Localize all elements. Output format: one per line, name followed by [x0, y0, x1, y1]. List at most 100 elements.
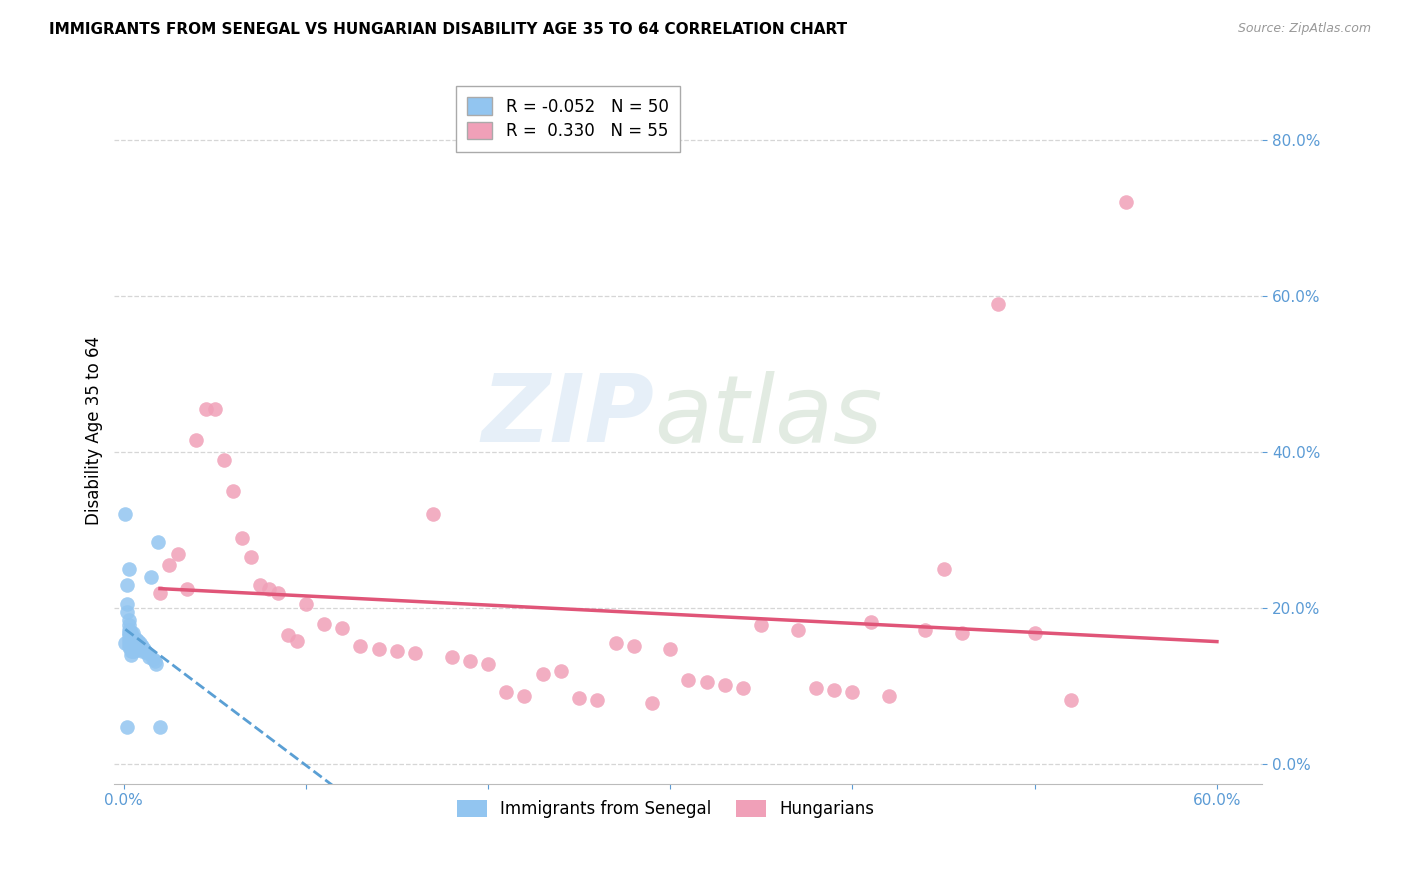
Point [118, 562, 141, 576]
Point [714, 678, 737, 692]
Point [659, 641, 682, 656]
Point [950, 626, 973, 640]
Point [145, 657, 167, 672]
Point [125, 636, 148, 650]
Point [118, 628, 141, 642]
Point [267, 585, 290, 599]
Point [586, 693, 609, 707]
Y-axis label: Disability Age 35 to 64: Disability Age 35 to 64 [86, 336, 103, 525]
Point [143, 654, 166, 668]
Point [115, 597, 138, 611]
Point [733, 681, 755, 695]
Point [118, 636, 141, 650]
Point [124, 632, 146, 647]
Point [120, 636, 142, 650]
Point [118, 623, 141, 637]
Point [120, 624, 142, 639]
Point [114, 636, 136, 650]
Point [458, 654, 481, 668]
Point [749, 618, 772, 632]
Point [678, 673, 700, 687]
Point [125, 632, 148, 647]
Point [138, 649, 160, 664]
Point [330, 621, 353, 635]
Point [294, 597, 316, 611]
Point [914, 623, 936, 637]
Point [121, 644, 143, 658]
Text: ZIP: ZIP [481, 370, 654, 462]
Point [422, 508, 444, 522]
Point [118, 618, 141, 632]
Point [605, 636, 627, 650]
Point [513, 689, 536, 703]
Point [786, 623, 808, 637]
Point [142, 652, 165, 666]
Point [157, 558, 180, 573]
Point [120, 628, 142, 642]
Point [115, 605, 138, 619]
Point [440, 649, 463, 664]
Point [121, 626, 143, 640]
Point [231, 531, 253, 545]
Point [385, 644, 408, 658]
Point [531, 667, 554, 681]
Point [131, 639, 153, 653]
Point [121, 640, 143, 655]
Point [987, 297, 1010, 311]
Text: IMMIGRANTS FROM SENEGAL VS HUNGARIAN DISABILITY AGE 35 TO 64 CORRELATION CHART: IMMIGRANTS FROM SENEGAL VS HUNGARIAN DIS… [49, 22, 848, 37]
Point [124, 644, 146, 658]
Point [859, 615, 882, 630]
Point [149, 720, 172, 734]
Point [114, 508, 136, 522]
Point [149, 585, 172, 599]
Point [222, 484, 245, 499]
Point [131, 644, 153, 658]
Point [932, 562, 955, 576]
Point [127, 639, 149, 653]
Point [277, 628, 299, 642]
Point [1115, 195, 1137, 210]
Point [167, 547, 190, 561]
Point [129, 636, 152, 650]
Point [139, 570, 162, 584]
Point [477, 657, 499, 672]
Point [696, 675, 718, 690]
Point [212, 453, 235, 467]
Point [804, 681, 827, 695]
Point [1060, 693, 1083, 707]
Point [120, 632, 142, 647]
Point [568, 690, 591, 705]
Point [877, 689, 900, 703]
Point [118, 613, 141, 627]
Point [115, 578, 138, 592]
Point [367, 641, 389, 656]
Point [118, 640, 141, 655]
Point [129, 641, 152, 656]
Point [124, 640, 146, 655]
Point [249, 578, 271, 592]
Point [176, 582, 198, 596]
Point [404, 647, 426, 661]
Point [194, 402, 217, 417]
Point [204, 402, 226, 417]
Point [136, 647, 159, 661]
Point [125, 640, 148, 655]
Point [118, 632, 141, 647]
Point [259, 582, 281, 596]
Point [120, 648, 142, 662]
Point [312, 616, 335, 631]
Point [841, 685, 863, 699]
Point [641, 697, 664, 711]
Point [120, 644, 142, 658]
Point [132, 641, 155, 656]
Point [823, 683, 845, 698]
Text: atlas: atlas [654, 371, 882, 462]
Point [349, 639, 371, 653]
Point [146, 534, 169, 549]
Point [120, 640, 142, 655]
Text: Source: ZipAtlas.com: Source: ZipAtlas.com [1237, 22, 1371, 36]
Point [623, 639, 645, 653]
Point [134, 644, 156, 658]
Point [121, 631, 143, 645]
Point [115, 720, 138, 734]
